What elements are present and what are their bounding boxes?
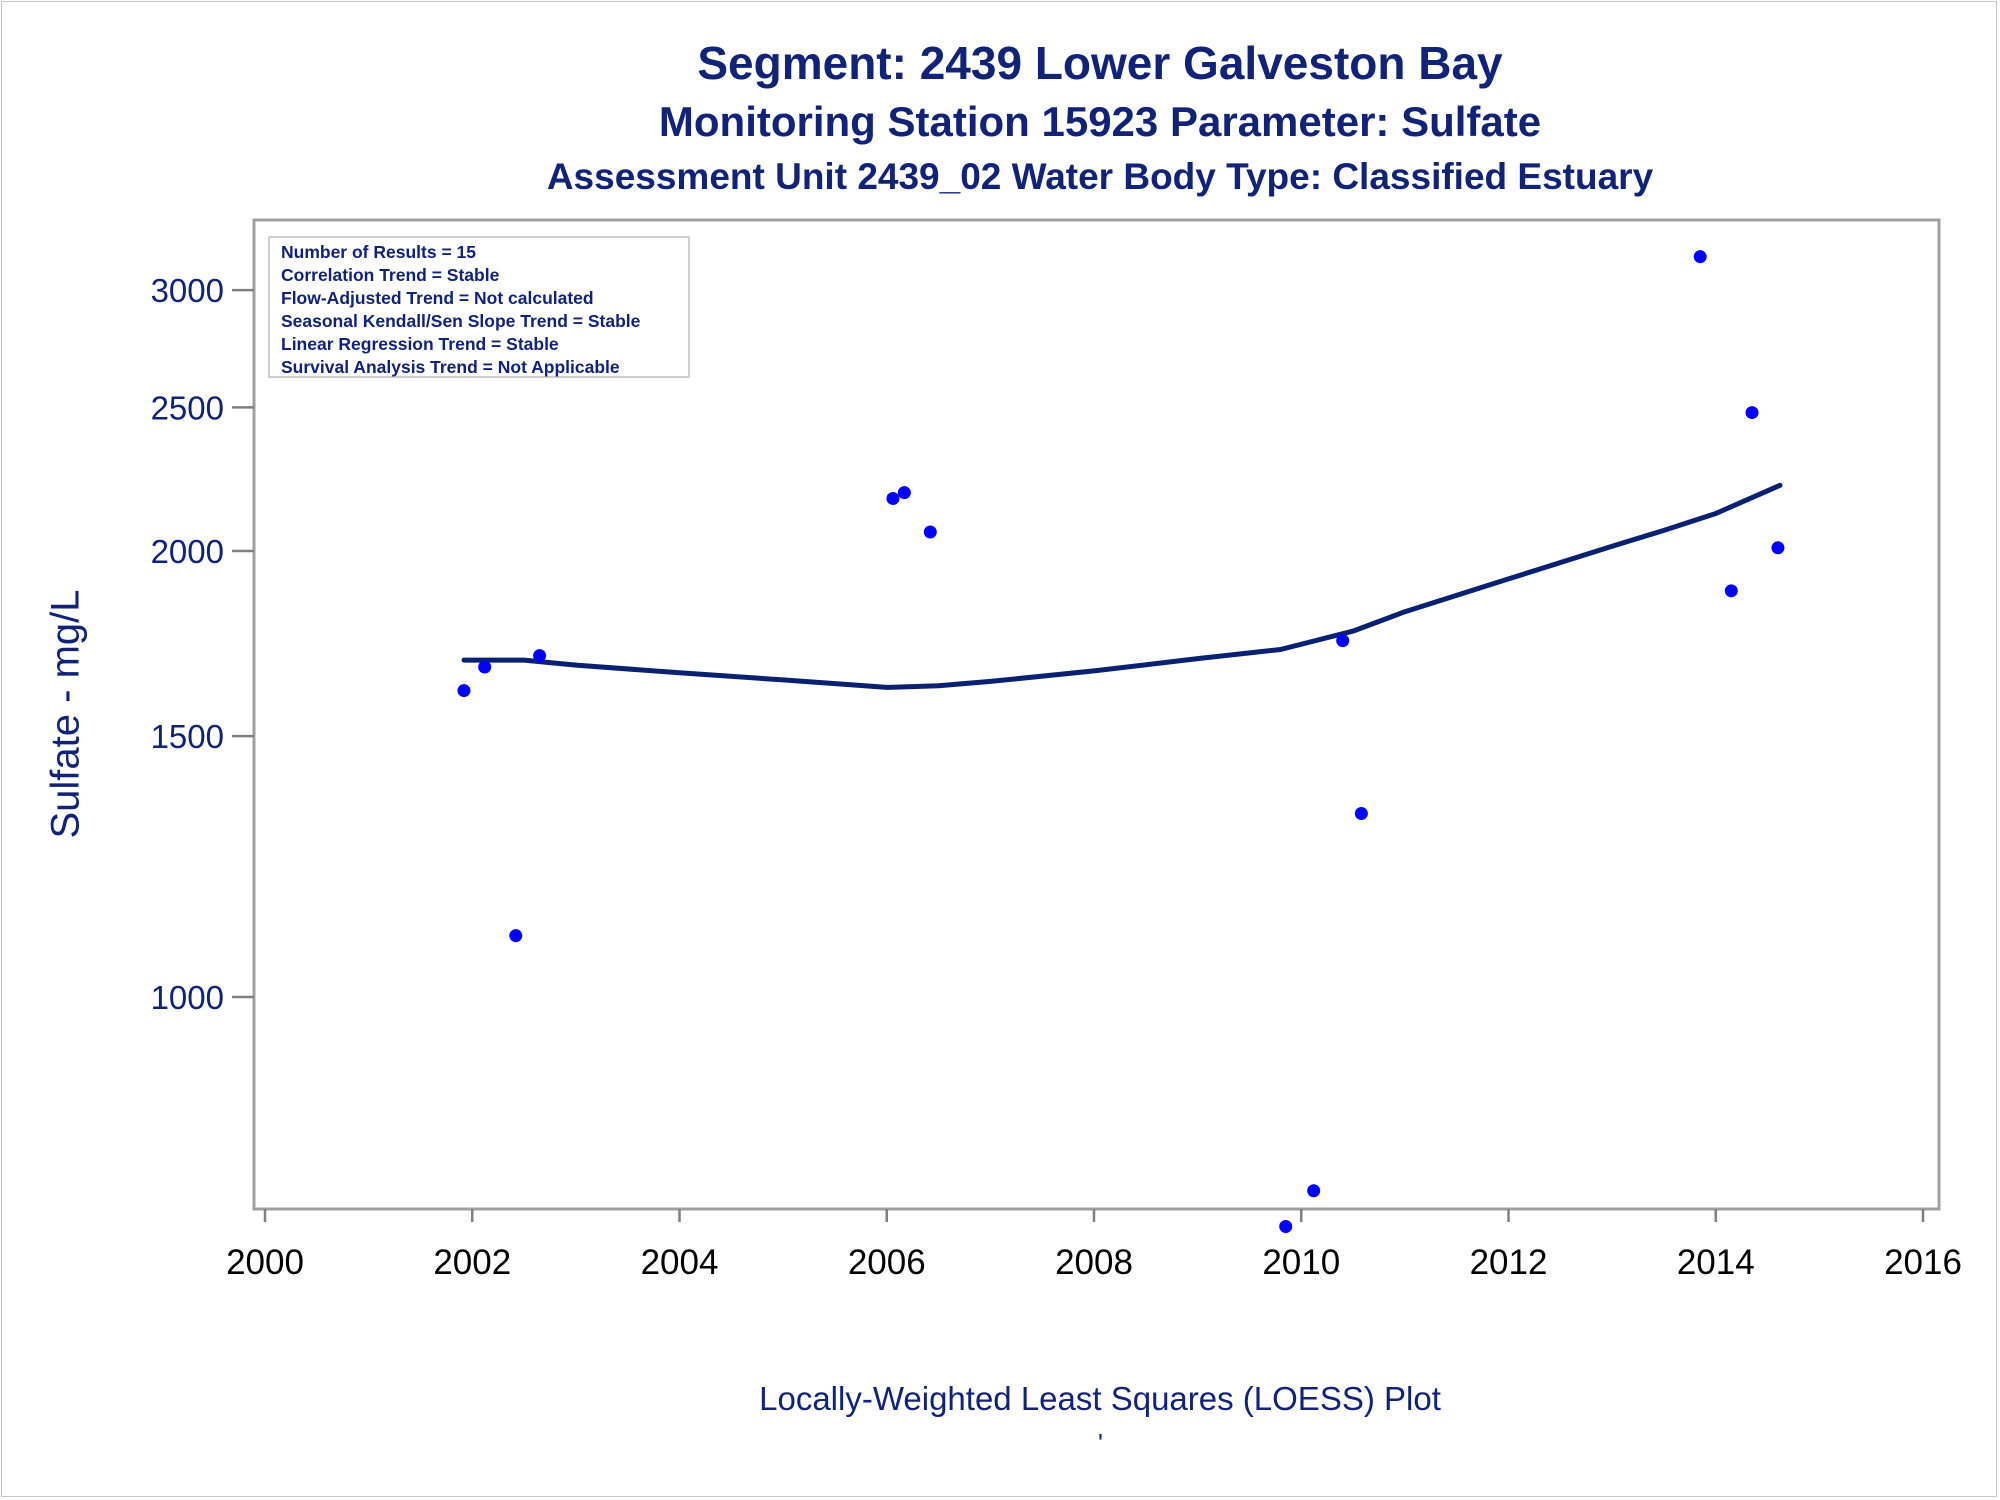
y-tick-label: 1500 [151,718,224,755]
x-axis: 2000 2002 2004 2006 2008 2010 2012 2014 2016 [226,1209,1962,1282]
footnote-mark: ' [1098,1428,1103,1458]
data-point [1336,634,1350,648]
stat-survival-analysis-trend: Survival Analysis Trend = Not Applicable [281,357,620,377]
plot-frame [252,218,1941,1211]
y-tick-label: 3000 [151,272,224,309]
stat-seasonal-kendall-trend: Seasonal Kendall/Sen Slope Trend = Stabl… [281,311,641,331]
data-point [1354,807,1368,821]
data-point [897,486,911,500]
data-point [1724,584,1738,598]
y-tick-label: 2500 [151,389,224,426]
stat-correlation-trend: Correlation Trend = Stable [281,265,500,285]
y-axis-label: Sulfate - mg/L [43,589,88,839]
data-point [457,684,471,698]
x-tick-label: 2010 [1262,1243,1340,1282]
data-point [1279,1219,1293,1233]
x-tick-label: 2008 [1055,1243,1133,1282]
x-axis-label: Locally-Weighted Least Squares (LOESS) P… [759,1380,1441,1417]
chart-title: Segment: 2439 Lower Galveston Bay [697,37,1503,89]
x-tick-label: 2006 [848,1243,926,1282]
y-axis: 1000 1500 2000 2500 3000 [151,272,254,1016]
y-tick-label: 1000 [151,979,224,1016]
data-point [1771,541,1785,555]
data-point [1307,1184,1321,1198]
data-point [509,929,523,943]
loess-trend-line [461,482,1783,690]
x-tick-label: 2004 [641,1243,719,1282]
data-point [1745,406,1759,420]
stat-number-of-results: Number of Results = 15 [281,242,476,262]
data-points [457,250,1785,1233]
x-tick-label: 2012 [1470,1243,1548,1282]
chart-subtitle-station: Monitoring Station 15923 Parameter: Sulf… [658,98,1542,145]
x-tick-label: 2016 [1884,1243,1962,1282]
data-point [886,492,900,506]
x-tick-label: 2000 [226,1243,304,1282]
trend-statistics-box: Number of Results = 15 Correlation Trend… [268,236,690,378]
data-point [923,525,937,539]
x-tick-label: 2002 [433,1243,511,1282]
y-tick-label: 2000 [151,533,224,570]
chart-subtitle-assessment: Assessment Unit 2439_02 Water Body Type:… [546,156,1654,197]
stat-linear-regression-trend: Linear Regression Trend = Stable [281,334,559,354]
data-point [533,649,547,663]
stat-flow-adjusted-trend: Flow-Adjusted Trend = Not calculated [281,288,594,308]
data-point [1693,250,1707,264]
data-point [478,660,492,674]
x-tick-label: 2014 [1677,1243,1755,1282]
